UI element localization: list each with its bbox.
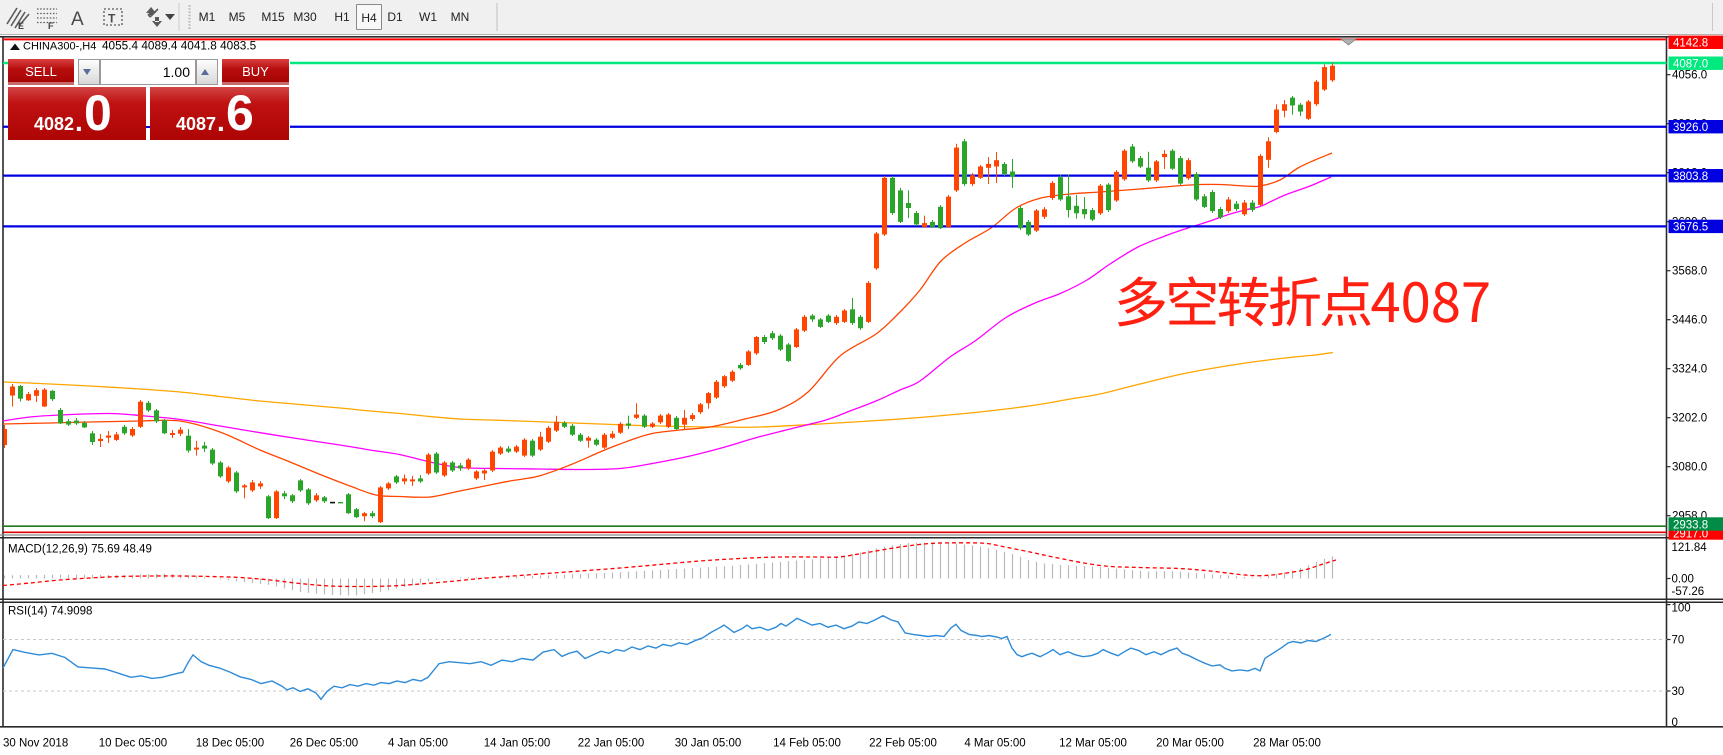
svg-text:4056.0: 4056.0 — [1672, 70, 1707, 82]
svg-text:22 Jan 05:00: 22 Jan 05:00 — [578, 738, 645, 750]
svg-text:121.84: 121.84 — [1672, 542, 1708, 554]
svg-text:2917.0: 2917.0 — [1673, 528, 1708, 540]
svg-text:28 Mar 05:00: 28 Mar 05:00 — [1253, 738, 1321, 750]
svg-text:MACD(12,26,9) 75.69 48.49: MACD(12,26,9) 75.69 48.49 — [8, 544, 152, 556]
svg-text:3446.0: 3446.0 — [1672, 315, 1707, 327]
svg-text:3202.0: 3202.0 — [1672, 413, 1707, 425]
svg-text:70: 70 — [1672, 635, 1685, 647]
svg-text:3568.0: 3568.0 — [1672, 266, 1707, 278]
svg-text:2933.8: 2933.8 — [1673, 519, 1708, 531]
svg-text:12 Mar 05:00: 12 Mar 05:00 — [1059, 738, 1127, 750]
svg-text:14 Jan 05:00: 14 Jan 05:00 — [484, 738, 551, 750]
svg-text:4 Mar 05:00: 4 Mar 05:00 — [964, 738, 1025, 750]
svg-text:18 Dec 05:00: 18 Dec 05:00 — [196, 738, 264, 750]
svg-text:4 Jan 05:00: 4 Jan 05:00 — [388, 738, 448, 750]
svg-text:20 Mar 05:00: 20 Mar 05:00 — [1156, 738, 1224, 750]
svg-text:10 Dec 05:00: 10 Dec 05:00 — [99, 738, 167, 750]
svg-text:0.00: 0.00 — [1672, 573, 1694, 585]
svg-text:T: T — [108, 12, 116, 26]
svg-text:0: 0 — [1672, 717, 1678, 729]
svg-text:3926.0: 3926.0 — [1673, 122, 1708, 134]
svg-text:30 Jan 05:00: 30 Jan 05:00 — [675, 738, 742, 750]
svg-text:30: 30 — [1672, 686, 1685, 698]
svg-text:CHINA300-,H4: CHINA300-,H4 — [23, 41, 96, 53]
svg-text:RSI(14) 74.9098: RSI(14) 74.9098 — [8, 606, 92, 618]
svg-text:3080.0: 3080.0 — [1672, 462, 1707, 474]
svg-text:4055.4 4089.4 4041.8 4083.5: 4055.4 4089.4 4041.8 4083.5 — [102, 39, 257, 53]
svg-text:A: A — [71, 9, 84, 30]
svg-text:14 Feb 05:00: 14 Feb 05:00 — [773, 738, 841, 750]
svg-text:4087.0: 4087.0 — [1673, 59, 1708, 71]
svg-text:22 Feb 05:00: 22 Feb 05:00 — [869, 738, 937, 750]
svg-text:F: F — [48, 21, 54, 31]
svg-text:4142.8: 4142.8 — [1673, 38, 1708, 50]
svg-text:3803.8: 3803.8 — [1673, 171, 1708, 183]
svg-text:26 Dec 05:00: 26 Dec 05:00 — [290, 738, 358, 750]
svg-text:E: E — [18, 21, 24, 31]
svg-text:-57.26: -57.26 — [1672, 586, 1705, 598]
svg-text:100: 100 — [1672, 603, 1691, 615]
svg-text:3676.5: 3676.5 — [1673, 222, 1708, 234]
svg-text:3324.0: 3324.0 — [1672, 364, 1707, 376]
svg-text:30 Nov 2018: 30 Nov 2018 — [3, 738, 68, 750]
